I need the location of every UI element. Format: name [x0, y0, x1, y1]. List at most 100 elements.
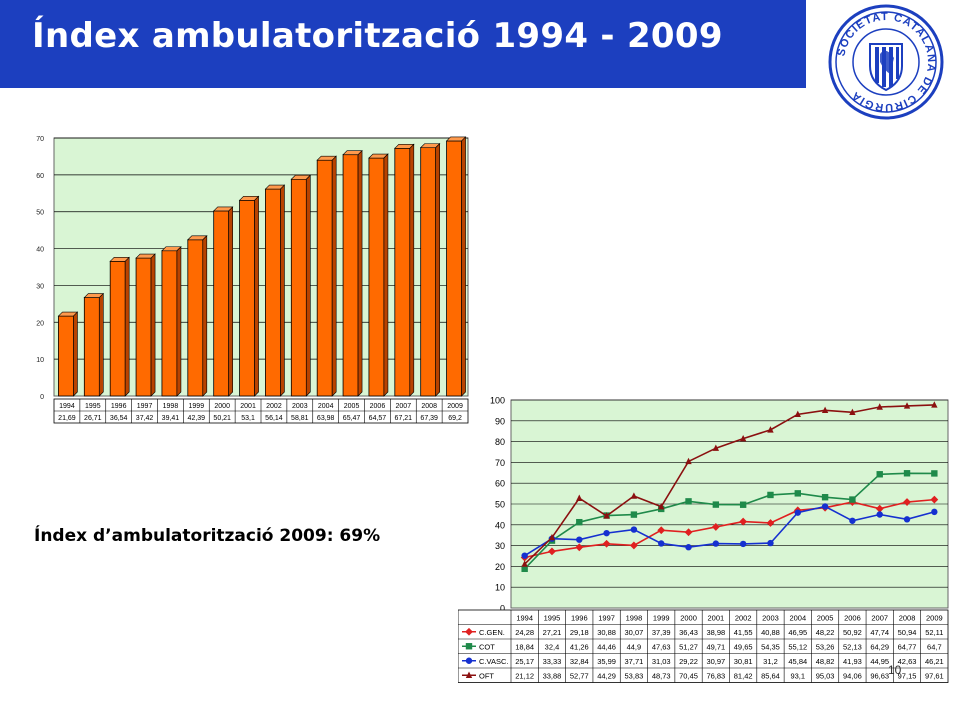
- x-tick-label: 2008: [421, 403, 437, 410]
- y-tick-label: 30: [495, 541, 505, 551]
- series-marker: [821, 494, 829, 501]
- data-label: 54,35: [761, 642, 780, 651]
- data-label: 63,98: [317, 415, 335, 422]
- series-marker: [465, 671, 473, 678]
- data-label: 47,74: [870, 628, 889, 637]
- series-marker: [876, 511, 883, 518]
- x-tick-label: 1997: [598, 614, 615, 623]
- page-number: 10: [888, 663, 902, 677]
- bar: [213, 210, 230, 397]
- data-label: 32,4: [545, 642, 560, 651]
- x-tick-label: 1998: [626, 614, 643, 623]
- series-marker: [739, 434, 747, 442]
- x-tick-label: 1996: [111, 403, 127, 410]
- x-tick-label: 2009: [926, 614, 943, 623]
- series-marker: [930, 495, 939, 504]
- data-label: 51,27: [679, 642, 698, 651]
- x-tick-label: 2005: [817, 614, 834, 623]
- series-marker: [931, 508, 938, 516]
- data-label: 50,92: [843, 628, 862, 637]
- x-tick-label: 2004: [318, 403, 334, 410]
- x-tick-label: 2009: [447, 403, 463, 410]
- series-marker: [903, 498, 911, 506]
- data-label: 52,77: [570, 671, 589, 680]
- bar: [316, 159, 333, 397]
- data-label: 21,69: [58, 415, 76, 422]
- data-label: 64,29: [870, 642, 889, 651]
- data-label: 37,42: [136, 415, 154, 422]
- data-label: 29,22: [679, 657, 698, 666]
- y-tick-label: 0: [40, 394, 44, 401]
- data-label: 44,29: [597, 671, 616, 680]
- series-marker: [630, 492, 638, 499]
- x-tick-label: 1995: [85, 403, 101, 410]
- y-tick-label: 40: [495, 520, 505, 530]
- series-marker: [876, 471, 883, 478]
- bar-side: [409, 143, 415, 397]
- series-line: [524, 498, 935, 559]
- series-marker: [658, 540, 665, 547]
- data-label: 37,71: [625, 657, 644, 666]
- data-label: 24,28: [515, 628, 534, 637]
- data-label: 25,17: [515, 657, 534, 666]
- bar: [420, 147, 437, 397]
- data-label: 37,39: [652, 628, 671, 637]
- data-label: 41,55: [734, 628, 753, 637]
- y-tick-label: 10: [36, 357, 44, 364]
- data-label: 30,81: [734, 657, 753, 666]
- series-marker: [685, 544, 692, 551]
- series-marker: [766, 519, 775, 527]
- y-tick-label: 20: [36, 320, 44, 327]
- data-label: 53,1: [241, 415, 255, 422]
- y-tick-label: 100: [490, 396, 505, 406]
- data-label: 49,65: [734, 642, 753, 651]
- x-tick-label: 1999: [653, 614, 670, 623]
- series-marker: [739, 540, 747, 548]
- data-label: 81,42: [734, 671, 753, 680]
- data-label: 48,22: [816, 628, 835, 637]
- series-marker: [903, 470, 911, 477]
- series-marker: [931, 401, 938, 408]
- x-tick-label: 2000: [680, 614, 697, 623]
- x-tick-label: 2002: [735, 614, 752, 623]
- data-label: 56,14: [265, 415, 283, 422]
- bar-side: [150, 253, 156, 397]
- series-marker: [849, 408, 856, 416]
- x-tick-label: 1994: [516, 614, 533, 623]
- data-label: 39,41: [162, 415, 180, 422]
- x-tick-label: 1997: [137, 403, 153, 410]
- bar-side: [280, 184, 285, 397]
- bar: [342, 154, 359, 397]
- society-seal-logo: SOCIETAT CATALANA DE CIRURGIA: [828, 4, 944, 120]
- series-marker: [685, 498, 692, 505]
- series-marker: [575, 543, 584, 552]
- bar-side: [176, 246, 182, 397]
- y-tick-label: 50: [495, 500, 505, 510]
- series-marker: [876, 403, 883, 410]
- data-label: 42,39: [188, 415, 206, 422]
- data-label: 53,83: [625, 671, 644, 680]
- data-label: 32,84: [570, 657, 589, 666]
- bar: [135, 257, 152, 397]
- data-label: 41,26: [570, 642, 589, 651]
- data-label: 52,13: [843, 642, 862, 651]
- data-label: 36,54: [110, 415, 128, 422]
- series-marker: [711, 523, 720, 531]
- data-label: 44,9: [627, 642, 642, 651]
- y-tick-label: 80: [495, 437, 505, 447]
- data-label: 76,83: [706, 671, 725, 680]
- series-marker: [739, 517, 748, 526]
- series-marker: [630, 511, 638, 518]
- series-marker: [548, 547, 556, 556]
- data-label: 65,47: [343, 415, 361, 422]
- bar-side: [228, 206, 233, 397]
- data-label: 33,33: [543, 657, 562, 666]
- data-label: 46,95: [788, 628, 807, 637]
- data-label: 67,39: [420, 415, 438, 422]
- data-label: 50,21: [213, 415, 231, 422]
- series-marker: [521, 552, 528, 559]
- series-marker: [767, 426, 774, 433]
- data-label: 97,15: [898, 671, 917, 680]
- series-marker: [657, 526, 666, 535]
- series-marker: [465, 627, 473, 636]
